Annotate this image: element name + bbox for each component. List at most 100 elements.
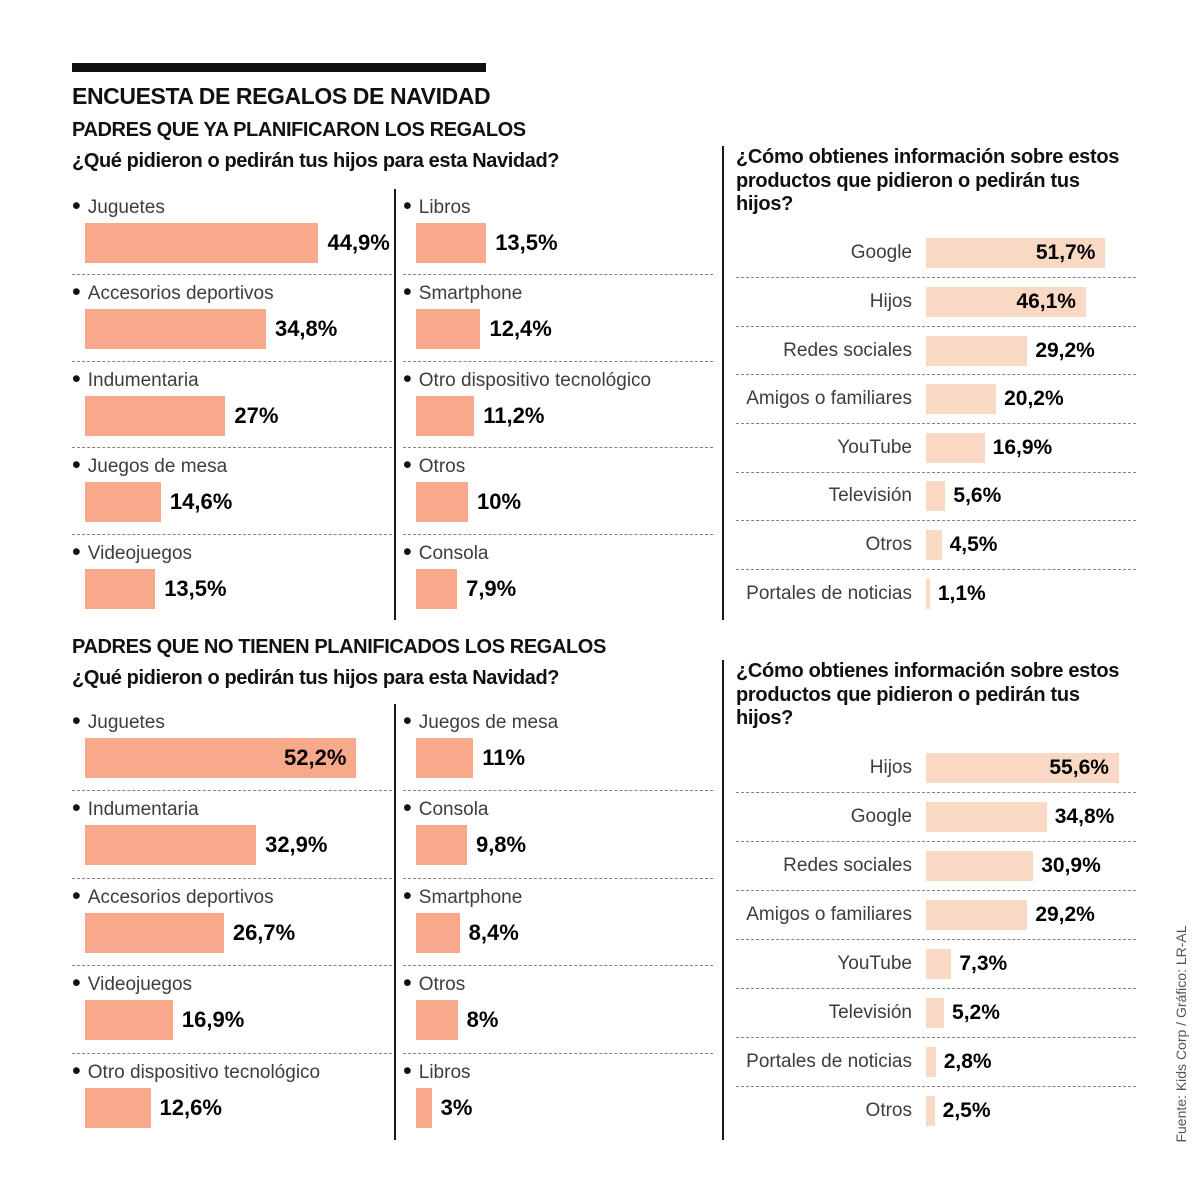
- gift-item: • Videojuegos 16,9%: [72, 966, 392, 1054]
- info-source-value: 5,6%: [953, 484, 1002, 508]
- info-source-bar: [926, 998, 945, 1029]
- gift-item-label: Otro dispositivo tecnológico: [418, 369, 652, 391]
- gift-item: • Indumentaria 32,9%: [72, 791, 392, 879]
- info-source-value: 2,5%: [942, 1099, 991, 1123]
- gift-item-label-line: • Indumentaria: [72, 794, 392, 823]
- info-source-bar: 46,1%: [926, 286, 1086, 317]
- gift-item-label: Consola: [418, 542, 489, 564]
- info-source-bar-line: 1,1%: [926, 578, 986, 609]
- gift-item-label-line: • Otros: [403, 971, 713, 997]
- gift-item: • Videojuegos 13,5%: [72, 535, 392, 620]
- gift-item-bar: [85, 1000, 173, 1041]
- info-source-value: 7,3%: [959, 952, 1008, 976]
- gift-item-value: 3%: [440, 1094, 473, 1120]
- gift-item-bar: [85, 568, 156, 609]
- info-source-label: Televisión: [828, 485, 912, 507]
- gift-item-bar: [416, 482, 468, 523]
- info-source-bar: [926, 949, 952, 980]
- gift-item-bar: [416, 395, 475, 436]
- gift-item-label: Indumentaria: [87, 799, 199, 821]
- info-source-value: 4,5%: [949, 533, 998, 557]
- bullet-icon: •: [72, 969, 81, 998]
- gift-item: • Smartphone 12,4%: [403, 275, 713, 362]
- gift-item-bar-line: 10%: [416, 482, 713, 523]
- info-source-label: Google: [850, 805, 912, 827]
- info-source-row: Televisión 5,2%: [736, 989, 1136, 1039]
- gift-item-label-line: • Juguetes: [72, 707, 392, 735]
- info-source-row: YouTube 7,3%: [736, 940, 1136, 990]
- info-source-bar: [926, 432, 985, 463]
- info-source-row: YouTube 16,9%: [736, 424, 1136, 473]
- gift-item: • Otros 10%: [403, 448, 713, 535]
- info-source-bar: [926, 899, 1028, 930]
- gift-item-label-line: • Libros: [403, 1058, 713, 1085]
- source-note: Fuente: Kids Corp / Gráfico: LR-AL: [1173, 925, 1189, 1143]
- gift-item-bar: [416, 309, 481, 350]
- gift-item-bar-line: 13,5%: [416, 223, 713, 263]
- bullet-icon: •: [403, 537, 412, 566]
- bullet-icon: •: [72, 451, 81, 480]
- gift-item-label: Libros: [418, 197, 471, 218]
- info-source-value: 2,8%: [943, 1050, 992, 1074]
- info-source-label: Google: [850, 242, 912, 264]
- section1-info-question: ¿Cómo obtienes información sobre estos p…: [736, 146, 1120, 215]
- gift-item-label-line: • Consola: [403, 537, 713, 566]
- info-source-value: 29,2%: [1035, 338, 1095, 362]
- gift-item-value: 10%: [477, 489, 522, 515]
- info-source-label: Amigos o familiares: [746, 903, 912, 925]
- info-source-label: Televisión: [828, 1002, 912, 1024]
- gift-item-label-line: • Smartphone: [403, 883, 713, 910]
- gift-item-label-line: • Indumentaria: [72, 366, 392, 393]
- gift-item-label-line: • Juegos de mesa: [72, 451, 392, 480]
- bullet-icon: •: [403, 794, 412, 823]
- info-source-row: Portales de noticias 1,1%: [736, 570, 1136, 618]
- gift-item-value: 27%: [234, 402, 279, 428]
- gift-item-label: Smartphone: [418, 886, 523, 908]
- gift-item-value: 26,7%: [232, 919, 296, 945]
- info-source-label: Redes sociales: [783, 339, 912, 361]
- info-source-bar: [926, 578, 930, 609]
- info-source-label: Redes sociales: [783, 854, 912, 876]
- bullet-icon: •: [72, 794, 81, 823]
- info-source-bar: [926, 1047, 936, 1078]
- gift-item-value: 9,8%: [475, 832, 527, 858]
- info-source-row: Otros 2,5%: [736, 1087, 1136, 1135]
- gift-item-bar-line: 52,2%: [85, 738, 392, 778]
- info-source-bar: [926, 481, 946, 512]
- section2-info-question: ¿Cómo obtienes información sobre estos p…: [736, 660, 1120, 729]
- gift-item-bar: [416, 738, 474, 778]
- info-source-bar-line: 16,9%: [926, 432, 1052, 463]
- gift-item-bar-line: 11,2%: [416, 395, 713, 436]
- info-source-value: 29,2%: [1035, 902, 1095, 926]
- gift-item-label: Juegos de mesa: [418, 712, 559, 733]
- bullet-icon: •: [72, 707, 81, 735]
- info-source-row: Otros 4,5%: [736, 521, 1136, 570]
- info-source-row: Google 34,8%: [736, 793, 1136, 842]
- gift-item-value: 14,6%: [169, 489, 233, 515]
- gift-item: • Indumentaria 27%: [72, 362, 392, 449]
- info-source-label: Amigos o familiares: [746, 388, 912, 410]
- gift-item-label: Juguetes: [87, 197, 165, 218]
- gift-item-bar: 52,2%: [85, 738, 357, 778]
- info-source-bar-line: 30,9%: [926, 850, 1101, 881]
- gift-item-bar-line: 34,8%: [85, 309, 392, 350]
- bullet-icon: •: [403, 364, 412, 393]
- gift-item-bar-line: 3%: [416, 1087, 713, 1128]
- gift-item-label-line: • Juegos de mesa: [403, 709, 713, 735]
- gift-item: • Otro dispositivo tecnológico 12,6%: [72, 1054, 392, 1140]
- gift-item-value: 11,2%: [483, 402, 545, 428]
- info-source-bar-line: 46,1%: [926, 286, 1086, 317]
- info-source-row: Google 51,7%: [736, 230, 1136, 279]
- bullet-icon: •: [403, 278, 412, 307]
- gift-item-bar-line: 16,9%: [85, 1000, 392, 1041]
- gift-item-label: Juegos de mesa: [87, 456, 228, 478]
- section2-title: PADRES QUE NO TIENEN PLANIFICADOS LOS RE…: [72, 636, 606, 658]
- gift-item: • Juguetes 52,2%: [72, 704, 392, 792]
- gift-item-value: 13,5%: [164, 575, 227, 601]
- gift-item-value: 44,9%: [327, 230, 390, 255]
- gift-item-bar: [85, 309, 266, 350]
- gift-item: • Accesorios deportivos 26,7%: [72, 879, 392, 967]
- gift-item-bar: [416, 568, 458, 609]
- gift-item-label: Consola: [418, 799, 489, 821]
